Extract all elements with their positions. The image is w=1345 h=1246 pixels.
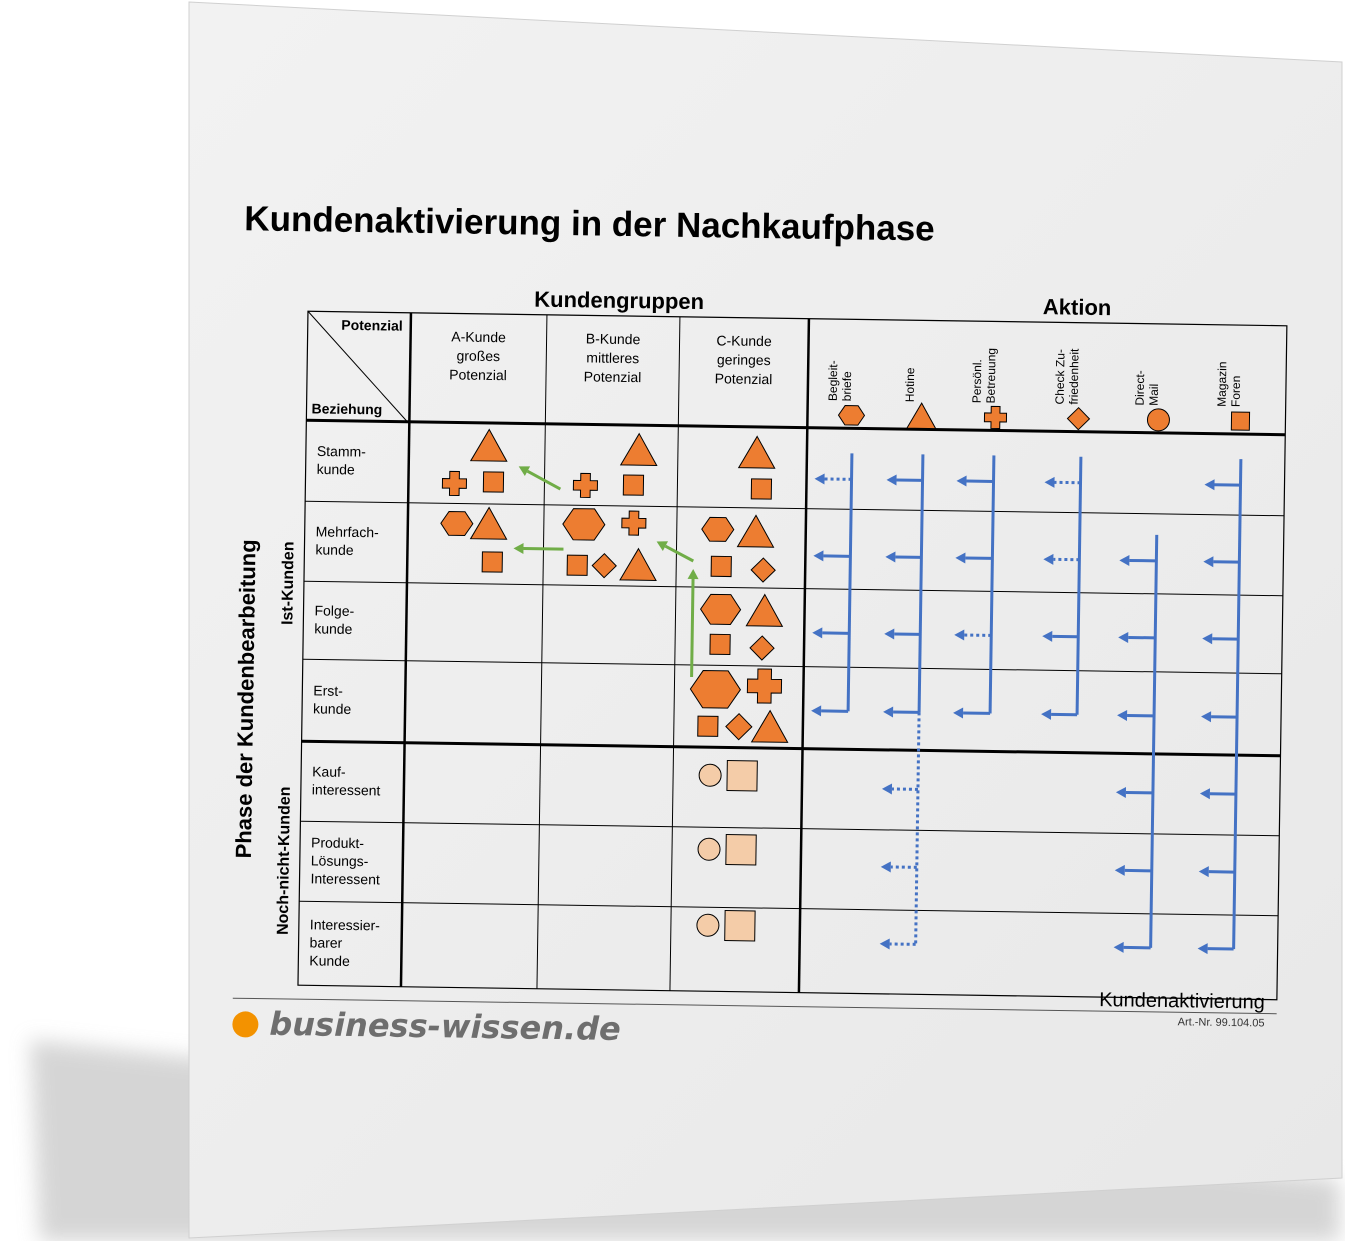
footer-doc-label: Kundenaktivierung xyxy=(1099,989,1265,1013)
column-header-label: mittleres xyxy=(586,349,639,366)
action-header-text: friedenheit xyxy=(1067,348,1082,405)
row-label: kunde xyxy=(317,461,356,478)
square-icon xyxy=(482,552,502,572)
row-label: Interessier- xyxy=(310,916,381,933)
row-label: Folge- xyxy=(314,602,354,619)
square-icon xyxy=(1231,412,1249,430)
action-header-text: Betreuung xyxy=(984,348,999,404)
action-header-label: Check Zu-friedenheit xyxy=(1053,348,1082,405)
row-label: Produkt- xyxy=(311,834,364,851)
y-axis-title: Phase der Kundenbearbeitung xyxy=(231,539,261,858)
square-icon xyxy=(710,634,730,654)
column-header-label: Potenzial xyxy=(584,368,642,385)
square-icon xyxy=(711,556,731,576)
square-icon xyxy=(623,475,643,495)
square-icon xyxy=(751,479,771,499)
column-headers: A-Kunde großes Potenzial B-Kunde mittleres Po… xyxy=(449,328,773,387)
square-icon xyxy=(727,761,757,791)
column-header-label: A-Kunde xyxy=(451,328,506,345)
action-header-label: Hotine xyxy=(903,367,918,402)
square-icon xyxy=(483,472,503,492)
row-label: Stamm- xyxy=(317,443,367,460)
action-header-text: Persönl. xyxy=(970,359,985,403)
row-label: Interessent xyxy=(310,870,380,887)
action-header-text: Mail xyxy=(1147,384,1161,406)
square-icon xyxy=(567,555,587,575)
square-icon xyxy=(725,911,755,941)
row-label: Lösungs- xyxy=(311,852,369,869)
arrow-shaft xyxy=(523,548,563,549)
row-label: kunde xyxy=(313,700,352,717)
action-header-text: Check Zu- xyxy=(1053,349,1068,405)
square-icon xyxy=(698,716,718,736)
group-label-noch-nicht-kunden: Noch-nicht-Kunden xyxy=(275,786,294,935)
action-header-text: Foren xyxy=(1229,376,1243,408)
circle-icon xyxy=(699,764,721,786)
circle-icon xyxy=(1147,409,1169,431)
row-label: Erst- xyxy=(313,682,343,698)
column-header-label: B-Kunde xyxy=(586,330,641,347)
action-header-text: Hotine xyxy=(903,367,918,402)
column-header-label: Potenzial xyxy=(715,370,773,387)
row-label: interessent xyxy=(312,781,381,798)
arrow-shaft xyxy=(692,579,693,677)
action-header-text: Magazin xyxy=(1215,361,1230,407)
column-header-label: geringes xyxy=(717,351,771,368)
brand-logo: business-wissen.de xyxy=(269,1005,621,1048)
square-icon xyxy=(726,835,756,865)
column-header-label: C-Kunde xyxy=(716,332,772,349)
row-label: kunde xyxy=(314,620,353,637)
row-label: Kauf- xyxy=(312,763,346,779)
column-header-label: Potenzial xyxy=(449,366,507,383)
group-label-ist-kunden: Ist-Kunden xyxy=(279,541,297,625)
corner-label-beziehung: Beziehung xyxy=(311,400,382,417)
corner-label-potenzial: Potenzial xyxy=(341,317,403,334)
row-label: barer xyxy=(309,934,342,950)
footer-article-number: Art.-Nr. 99.104.05 xyxy=(1178,1016,1265,1029)
column-header-label: großes xyxy=(456,347,500,364)
circle-icon xyxy=(698,838,720,860)
row-label: Mehrfach- xyxy=(316,523,380,540)
action-header-text: Begleit- xyxy=(826,360,841,401)
row-label: Kunde xyxy=(309,952,350,969)
header-kundengruppen: Kundengruppen xyxy=(534,287,704,315)
circle-icon xyxy=(697,914,719,936)
action-header-text: briefe xyxy=(840,371,854,402)
action-header-text: Direct- xyxy=(1133,370,1148,406)
header-aktion: Aktion xyxy=(1043,294,1112,320)
row-label: kunde xyxy=(315,541,354,558)
